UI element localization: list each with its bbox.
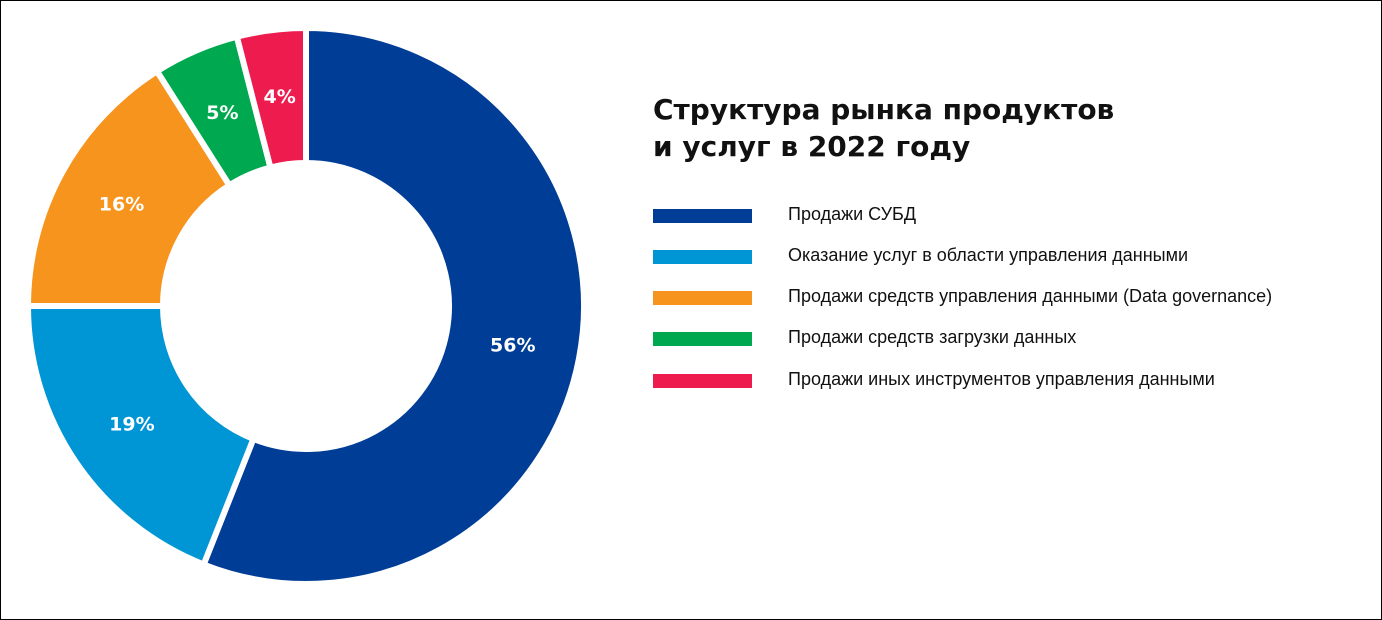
slice-label-data-governance: 16%	[99, 194, 144, 216]
slice-label-data-loading: 5%	[206, 102, 238, 124]
donut-slice-other-tools	[233, 24, 309, 172]
chart-title-line-2: и услуг в 2022 году	[653, 130, 971, 163]
legend-item-dbms-sales: Продажи СУБД	[653, 201, 1373, 231]
donut-slice-data-governance	[24, 67, 234, 309]
legend-swatch	[653, 250, 752, 264]
legend-swatch	[653, 332, 752, 346]
slice-label-data-services: 19%	[109, 413, 154, 435]
slice-label-other-tools: 4%	[263, 86, 295, 108]
legend-item-data-loading: Продажи средств загрузки данных	[653, 324, 1373, 354]
donut-slices	[24, 24, 587, 587]
legend-label: Продажи средств управления данными (Data…	[788, 286, 1273, 306]
legend-swatch	[653, 374, 752, 388]
donut-slice-data-services	[24, 303, 258, 569]
legend-label: Оказание услуг в области управления данн…	[788, 245, 1189, 265]
legend-item-data-governance: Продажи средств управления данными (Data…	[653, 283, 1373, 313]
legend-label: Продажи иных инструментов управления дан…	[788, 369, 1215, 389]
legend-item-data-services: Оказание услуг в области управления данн…	[653, 242, 1373, 272]
chart-title-line-1: Структура рынка продуктов	[653, 93, 1115, 126]
legend-label: Продажи средств загрузки данных	[788, 327, 1077, 347]
donut-slice-dbms-sales	[199, 24, 587, 587]
donut-slice-labels: 56% 19% 16% 5% 4%	[99, 86, 536, 435]
legend-swatch	[653, 291, 752, 305]
chart-title: Структура рынка продуктов и услуг в 2022…	[653, 91, 1353, 165]
legend-label: Продажи СУБД	[788, 204, 917, 224]
slice-label-dbms-sales: 56%	[490, 334, 535, 356]
donut-chart: 56% 19% 16% 5% 4%	[24, 24, 587, 587]
legend-swatch	[653, 209, 752, 223]
legend-item-other-tools: Продажи иных инструментов управления дан…	[653, 366, 1373, 396]
